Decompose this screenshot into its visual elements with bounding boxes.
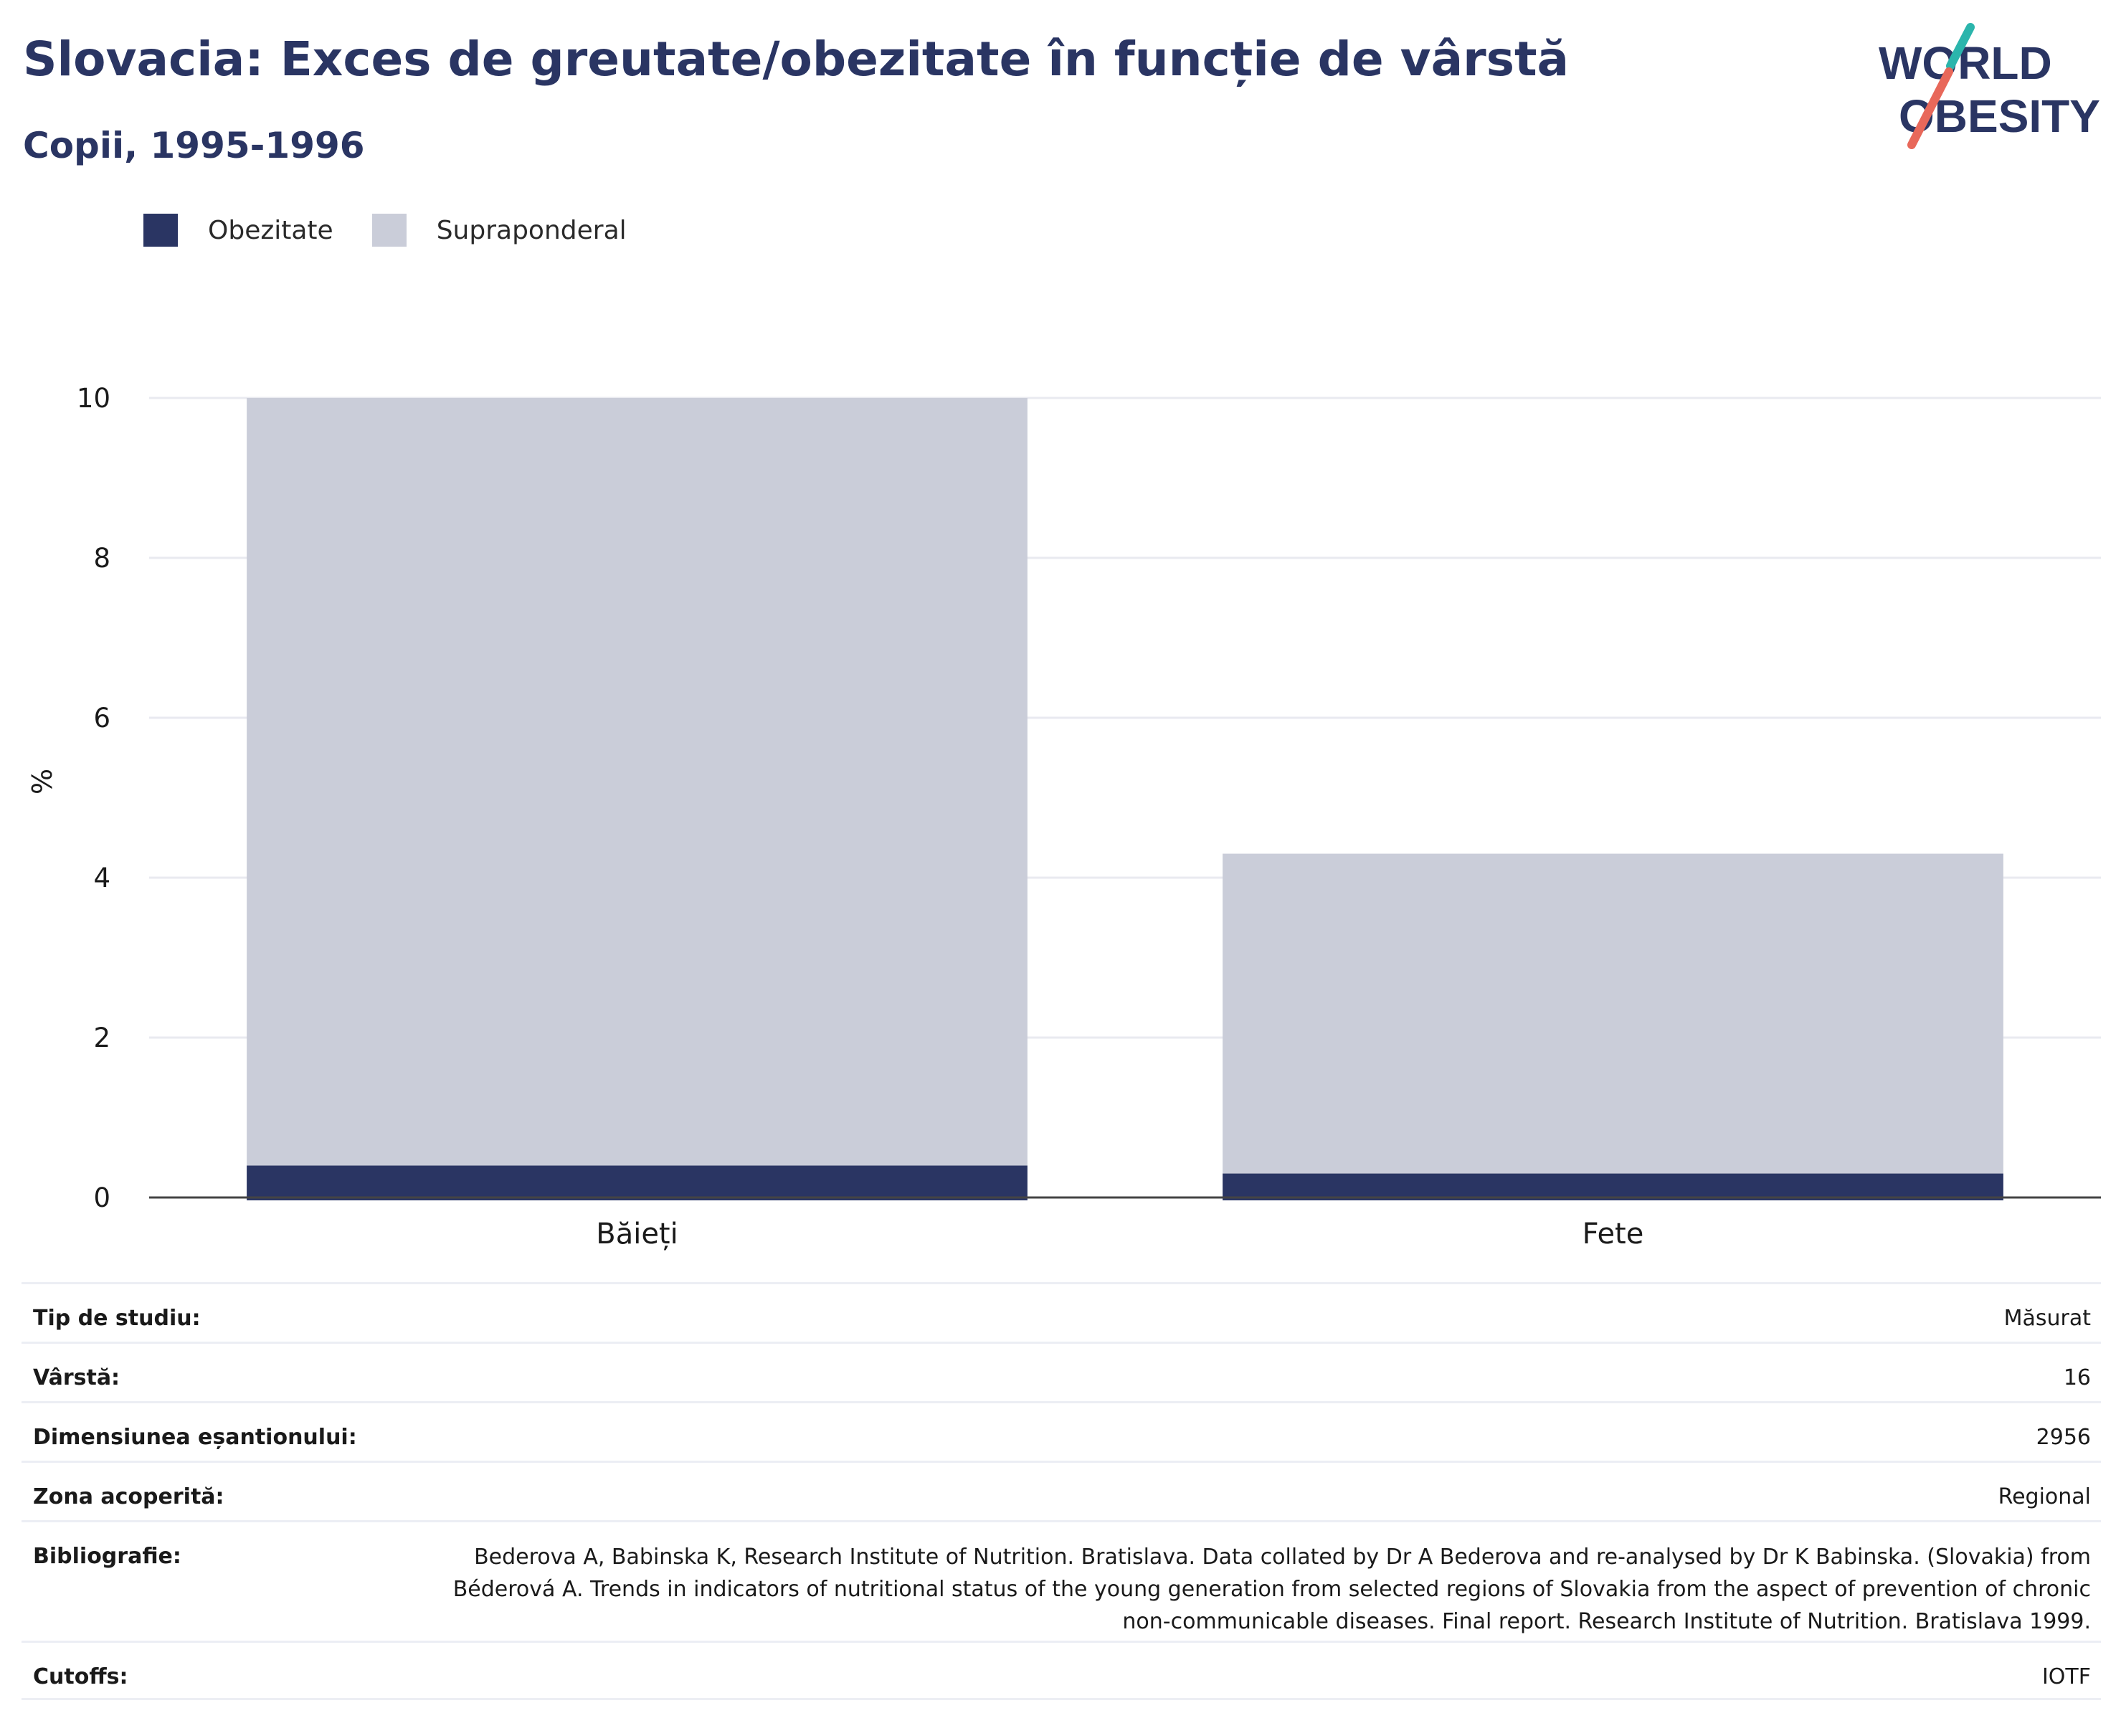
- info-row: Dimensiunea eșantionului: 2956: [22, 1401, 2101, 1461]
- info-value: 2956: [2036, 1425, 2091, 1450]
- info-label: Tip de studiu:: [33, 1306, 201, 1331]
- info-row: Tip de studiu: Măsurat: [22, 1282, 2101, 1342]
- info-label: Zona acoperită:: [33, 1484, 224, 1509]
- bar-chart: 0 2 4 6 8 10 Băieți Fete %: [27, 383, 2101, 1251]
- x-tick-label: Fete: [1583, 1218, 1644, 1251]
- y-tick-label: 6: [93, 703, 110, 734]
- chart-subtitle: Copii, 1995-1996: [23, 125, 365, 166]
- legend-item-obezitate[interactable]: Obezitate: [143, 214, 333, 247]
- y-tick-label: 2: [93, 1023, 110, 1053]
- info-value: IOTF: [2041, 1664, 2091, 1689]
- info-row: Vârstă: 16: [22, 1342, 2101, 1401]
- info-label: Vârstă:: [33, 1365, 120, 1390]
- legend-item-supraponderal[interactable]: Supraponderal: [371, 214, 627, 247]
- y-tick-label: 8: [93, 543, 110, 574]
- info-value: 16: [2063, 1365, 2091, 1390]
- info-row: Bibliografie: Bederova A, Babinska K, Res…: [22, 1520, 2101, 1641]
- y-tick-label: 0: [93, 1182, 110, 1213]
- info-label: Dimensiunea eșantionului:: [33, 1425, 357, 1450]
- study-info-table: Tip de studiu: Măsurat Vârstă: 16 Dimensiune…: [22, 1282, 2101, 1700]
- info-row: Zona acoperită: Regional: [22, 1461, 2101, 1520]
- bars: [247, 398, 2003, 1200]
- info-label: Bibliografie:: [33, 1544, 181, 1569]
- y-tick-label: 10: [77, 383, 110, 414]
- chart-title: Slovacia: Exces de greutate/obezitate în…: [23, 32, 1570, 87]
- y-axis-label: %: [27, 769, 58, 795]
- info-value: Măsurat: [2003, 1306, 2091, 1331]
- logo-slash-coral: [1907, 67, 1953, 149]
- bar-obezitate-1[interactable]: [1223, 1173, 2003, 1200]
- info-row: Cutoffs: IOTF: [22, 1641, 2101, 1700]
- info-value: Regional: [1998, 1484, 2091, 1509]
- x-tick-label: Băieți: [596, 1218, 678, 1251]
- legend-label-obezitate: Obezitate: [208, 215, 333, 245]
- world-obesity-logo: WORLD OBESITY: [1879, 23, 2100, 149]
- legend-label-supraponderal: Supraponderal: [436, 215, 627, 245]
- legend-swatch-supraponderal: [371, 214, 407, 247]
- legend-swatch-obezitate: [143, 214, 178, 247]
- info-label: Cutoffs:: [33, 1664, 128, 1689]
- bar-supraponderal-1[interactable]: [1223, 853, 2003, 1174]
- logo-slash-teal: [1946, 23, 1975, 70]
- x-tick-labels: Băieți Fete: [596, 1218, 1643, 1251]
- bar-obezitate-0[interactable]: [247, 1165, 1028, 1200]
- bar-supraponderal-0[interactable]: [247, 398, 1028, 1166]
- y-tick-label: 4: [93, 863, 110, 893]
- chart-legend: Obezitate Supraponderal: [143, 214, 665, 247]
- info-value: Bederova A, Babinska K, Research Institu…: [452, 1545, 2091, 1634]
